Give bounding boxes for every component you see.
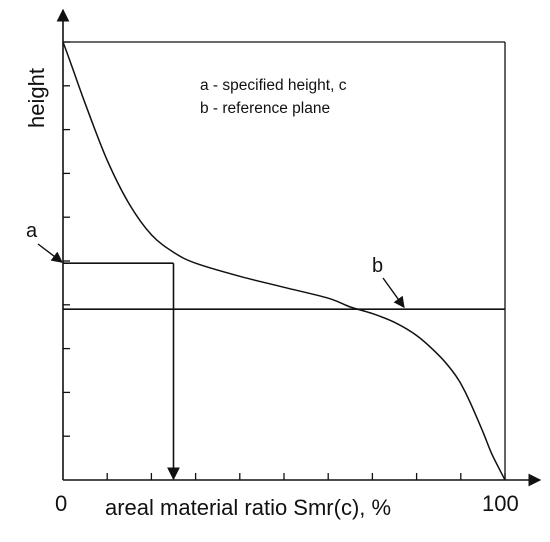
y-axis-ticks	[63, 41, 70, 437]
x-axis-ticks	[106, 473, 506, 480]
x-axis-label: areal material ratio Smr(c), %	[105, 495, 391, 520]
b-pointer-arrow	[382, 277, 405, 309]
material-ratio-curve	[62, 41, 506, 481]
legend-entry-b: b - reference plane	[200, 100, 330, 117]
legend-entry-a: a - specified height, c	[200, 77, 347, 94]
label-b: b	[372, 255, 383, 277]
label-a: a	[26, 220, 38, 242]
a-pointer-arrow	[37, 243, 63, 263]
x-tick-label-0: 0	[55, 491, 67, 516]
y-axis-label: height	[24, 68, 49, 128]
x-tick-label-100: 100	[482, 491, 519, 516]
